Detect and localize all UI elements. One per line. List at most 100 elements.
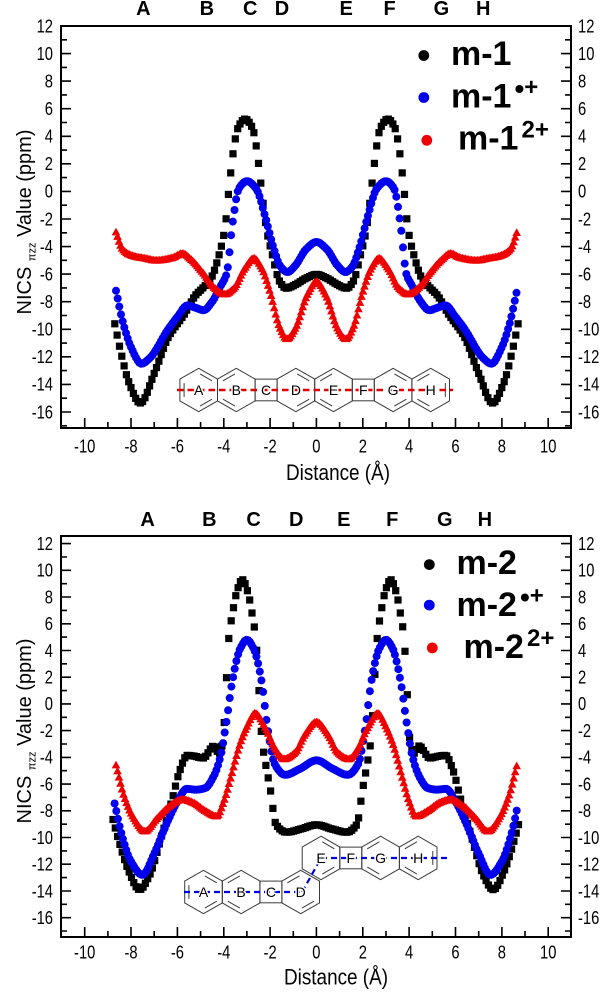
svg-text:4: 4 [405, 943, 413, 963]
svg-text:-8: -8 [578, 801, 591, 821]
svg-text:4: 4 [45, 127, 53, 147]
svg-text:10: 10 [540, 943, 556, 963]
svg-text:8: 8 [45, 71, 53, 91]
svg-text:-10: -10 [32, 320, 53, 340]
svg-text:B: B [202, 509, 216, 531]
svg-text:-14: -14 [578, 375, 599, 395]
svg-text:m-2: m-2 [457, 544, 517, 582]
svg-text:-2: -2 [264, 943, 277, 963]
svg-text:m-2•+: m-2 •+ [457, 582, 544, 625]
svg-text:H: H [413, 850, 423, 866]
svg-text:A: A [194, 382, 204, 398]
svg-text:8: 8 [578, 71, 586, 91]
svg-text:E: E [329, 382, 338, 398]
svg-text:-16: -16 [32, 402, 53, 422]
svg-text:12: 12 [37, 16, 53, 36]
svg-text:-10: -10 [74, 437, 95, 457]
svg-text:0: 0 [45, 694, 53, 714]
svg-text:-8: -8 [124, 943, 137, 963]
svg-text:-2: -2 [40, 209, 53, 229]
svg-text:Distance (Å): Distance (Å) [284, 965, 388, 990]
svg-text:-6: -6 [578, 264, 591, 284]
svg-text:NICS πzz Value (ppm): NICS πzz Value (ppm) [14, 130, 39, 315]
svg-text:-8: -8 [40, 801, 53, 821]
svg-text:-2: -2 [264, 437, 277, 457]
svg-text:10: 10 [37, 44, 53, 64]
svg-text:-2: -2 [40, 721, 53, 741]
svg-text:10: 10 [37, 561, 53, 581]
svg-text:F: F [347, 850, 356, 866]
svg-text:4: 4 [578, 127, 586, 147]
svg-text:D: D [296, 884, 306, 900]
svg-text:H: H [476, 0, 490, 20]
svg-text:10: 10 [578, 561, 594, 581]
svg-text:-16: -16 [32, 908, 53, 928]
svg-text:B: B [232, 382, 241, 398]
svg-text:-10: -10 [32, 828, 53, 848]
svg-text:H: H [478, 509, 492, 531]
svg-text:8: 8 [578, 587, 586, 607]
svg-text:m-1•+: m-1 •+ [451, 73, 538, 116]
svg-text:-14: -14 [578, 881, 599, 901]
svg-text:-6: -6 [40, 264, 53, 284]
svg-text:-8: -8 [124, 437, 137, 457]
svg-text:m-1: m-1 [451, 35, 511, 73]
svg-text:-8: -8 [40, 292, 53, 312]
svg-text:6: 6 [578, 99, 586, 119]
svg-text:12: 12 [578, 534, 594, 554]
svg-text:E: E [340, 0, 353, 20]
svg-text:-6: -6 [171, 437, 184, 457]
svg-text:-4: -4 [217, 437, 230, 457]
svg-text:Distance (Å): Distance (Å) [286, 460, 390, 485]
svg-text:6: 6 [451, 437, 459, 457]
svg-text:-8: -8 [578, 292, 591, 312]
svg-text:12: 12 [578, 16, 594, 36]
svg-text:-12: -12 [578, 347, 599, 367]
svg-text:6: 6 [578, 614, 586, 634]
svg-text:-12: -12 [32, 855, 53, 875]
svg-text:-4: -4 [40, 748, 53, 768]
svg-text:10: 10 [578, 44, 594, 64]
svg-text:D: D [289, 509, 303, 531]
svg-text:-4: -4 [578, 748, 591, 768]
svg-text:G: G [375, 850, 386, 866]
svg-text:12: 12 [37, 534, 53, 554]
svg-text:2: 2 [359, 437, 367, 457]
svg-text:-2: -2 [578, 209, 591, 229]
svg-text:8: 8 [45, 587, 53, 607]
svg-text:-12: -12 [578, 855, 599, 875]
svg-text:6: 6 [451, 943, 459, 963]
svg-text:4: 4 [405, 437, 413, 457]
svg-text:-4: -4 [40, 237, 53, 257]
svg-text:2: 2 [359, 943, 367, 963]
svg-text:0: 0 [578, 182, 586, 202]
svg-text:-6: -6 [40, 774, 53, 794]
svg-text:C: C [246, 509, 260, 531]
svg-text:-14: -14 [32, 375, 53, 395]
svg-text:A: A [136, 0, 150, 20]
svg-text:F: F [386, 509, 398, 531]
svg-text:-14: -14 [32, 881, 53, 901]
svg-text:G: G [388, 382, 399, 398]
svg-text:0: 0 [578, 694, 586, 714]
svg-text:8: 8 [498, 943, 506, 963]
svg-text:D: D [275, 0, 289, 20]
svg-text:10: 10 [540, 437, 556, 457]
svg-text:6: 6 [45, 614, 53, 634]
svg-text:C: C [266, 884, 276, 900]
svg-text:2: 2 [45, 154, 53, 174]
svg-text:6: 6 [45, 99, 53, 119]
svg-text:-4: -4 [578, 237, 591, 257]
svg-text:G: G [437, 509, 453, 531]
svg-text:-6: -6 [578, 774, 591, 794]
svg-text:-10: -10 [578, 828, 599, 848]
svg-text:-10: -10 [74, 943, 95, 963]
svg-text:E: E [316, 850, 325, 866]
svg-text:C: C [243, 0, 257, 20]
svg-text:-10: -10 [578, 320, 599, 340]
svg-text:A: A [140, 509, 154, 531]
svg-text:-6: -6 [171, 943, 184, 963]
svg-text:2: 2 [578, 154, 586, 174]
svg-text:-16: -16 [578, 402, 599, 422]
svg-text:-4: -4 [217, 943, 230, 963]
